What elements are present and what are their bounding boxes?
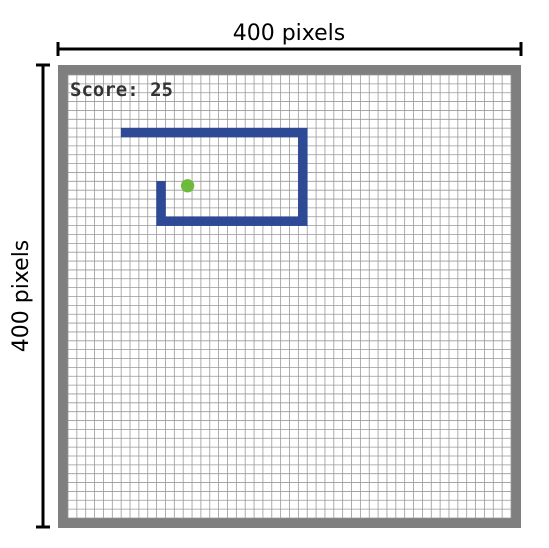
snake-segment xyxy=(165,216,175,226)
snake-segment xyxy=(244,127,255,138)
snake-segment xyxy=(236,216,246,226)
snake-segment xyxy=(236,127,246,138)
snake-segment xyxy=(191,216,202,226)
snake-segment xyxy=(156,207,166,218)
snake-segment xyxy=(262,127,273,138)
snake-segment xyxy=(129,127,140,138)
snake-segment xyxy=(280,127,290,138)
snake-segment xyxy=(147,127,157,138)
width-dimension: 400 pixels xyxy=(56,21,523,56)
snake-segment xyxy=(209,127,219,138)
game-grid xyxy=(67,74,512,519)
snake-segment xyxy=(289,216,299,226)
snake-segment xyxy=(156,127,166,138)
snake-segment xyxy=(298,127,308,138)
snake-segment xyxy=(156,189,166,200)
snake-segment xyxy=(218,127,228,138)
snake-segment xyxy=(200,127,211,138)
snake-segment xyxy=(156,216,166,226)
snake-segment xyxy=(262,216,273,226)
food-pellet xyxy=(180,179,195,193)
snake-segment xyxy=(253,216,264,226)
snake-segment xyxy=(280,216,290,226)
snake-segment xyxy=(191,127,202,138)
snake-segment xyxy=(253,127,264,138)
snake-segment xyxy=(156,198,166,209)
score-text: Score: 25 xyxy=(70,79,173,101)
snake-segment xyxy=(298,154,308,164)
height-dimension: 400 pixels xyxy=(9,63,50,529)
snake-segment xyxy=(298,163,308,173)
snake-segment xyxy=(298,216,308,226)
snake-segment xyxy=(209,216,219,226)
snake-segment xyxy=(227,127,237,138)
snake-segment xyxy=(298,145,308,156)
snake-segment xyxy=(227,216,237,226)
snake xyxy=(120,127,308,226)
snake-segment xyxy=(174,127,184,138)
snake-segment xyxy=(298,198,308,209)
snake-segment xyxy=(298,136,308,147)
snake-segment xyxy=(298,189,308,200)
snake-segment xyxy=(182,127,193,138)
food-layer xyxy=(180,179,195,193)
snake-segment xyxy=(182,216,193,226)
snake-segment xyxy=(298,207,308,218)
snake-segment xyxy=(271,127,281,138)
snake-segment xyxy=(156,181,166,191)
snake-segment xyxy=(138,127,149,138)
snake-segment xyxy=(165,127,175,138)
width-label: 400 pixels xyxy=(233,21,346,46)
snake-segment xyxy=(298,181,308,191)
height-label: 400 pixels xyxy=(9,240,34,353)
snake-segment xyxy=(218,216,228,226)
snake-segment xyxy=(298,172,308,182)
snake-segment xyxy=(289,127,299,138)
snake-segment xyxy=(200,216,211,226)
snake-segment xyxy=(174,216,184,226)
snake-segment xyxy=(244,216,255,226)
snake-segment xyxy=(120,127,131,138)
snake-segment xyxy=(271,216,281,226)
